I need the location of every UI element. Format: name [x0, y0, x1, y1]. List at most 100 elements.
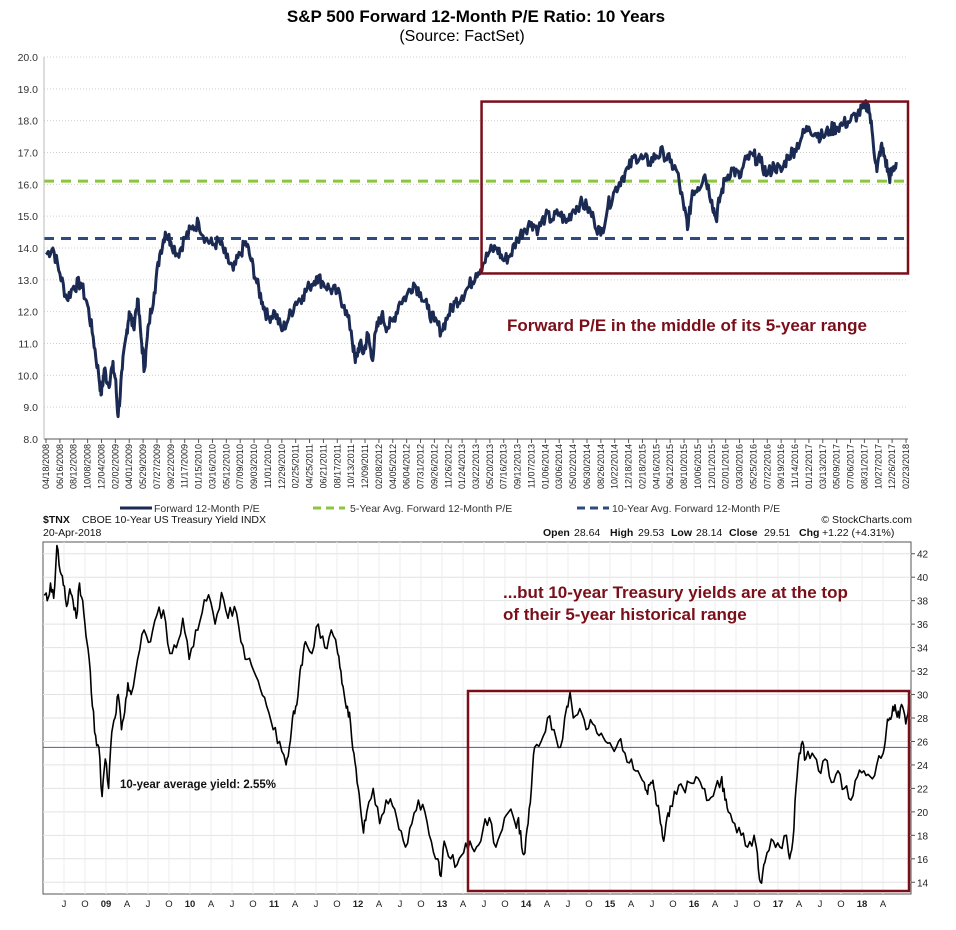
pe-x-tick-label: 04/16/2015 [651, 444, 661, 489]
pe-x-tick-label: 03/13/2017 [818, 444, 828, 489]
pe-legend: Forward 12-Month P/E 5-Year Avg. Forward… [120, 503, 780, 515]
legend-label-avg5: 5-Year Avg. Forward 12-Month P/E [350, 503, 512, 515]
ohlc-open-value: 28.64 [574, 527, 600, 539]
pe-y-tick-label: 13.0 [18, 275, 39, 287]
pe-x-tick-label: 08/12/2008 [69, 444, 79, 489]
pe-x-tick-label: 03/06/2014 [554, 444, 564, 489]
tnx-x-tick-label: A [880, 899, 887, 910]
tnx-y-tick-label: 14 [917, 878, 929, 889]
pe-x-tick-label: 12/01/2015 [707, 444, 717, 489]
pe-y-tick-label: 16.0 [18, 179, 39, 191]
pe-x-tick-label: 07/27/2009 [152, 444, 162, 489]
pe-x-tick-label: 06/12/2015 [665, 444, 675, 489]
pe-x-tick-label: 01/15/2010 [194, 444, 204, 489]
tnx-x-tick-label: A [628, 899, 635, 910]
tnx-x-tick-label: J [398, 899, 403, 910]
pe-x-tick-label: 11/17/2009 [180, 444, 190, 488]
pe-x-tick-label: 02/02/2009 [110, 444, 120, 489]
pe-x-tick-label: 09/22/2009 [166, 444, 176, 489]
tnx-series-line [43, 544, 910, 884]
tnx-x-tick-label: A [124, 899, 131, 910]
pe-x-tick-label: 10/13/2011 [346, 444, 356, 488]
pe-x-tick-label: 12/18/2014 [624, 444, 634, 489]
pe-x-tick-label: 10/27/2017 [873, 444, 883, 489]
pe-x-tick-label: 05/25/2016 [748, 444, 758, 489]
pe-x-tick-label: 02/08/2012 [374, 444, 384, 489]
tnx-grid [43, 542, 911, 894]
ohlc-chg-value: +1.22 (+4.31%) [822, 527, 894, 539]
tnx-x-tick-label: A [460, 899, 467, 910]
tnx-x-tick-label: 17 [773, 899, 784, 910]
tnx-y-tick-label: 20 [917, 808, 929, 819]
tnx-x-tick-label: O [81, 899, 88, 910]
tnx-y-tick-label: 36 [917, 620, 929, 631]
tnx-x-tick-label: O [249, 899, 256, 910]
pe-y-tick-label: 10.0 [18, 370, 39, 382]
tnx-x-tick-label: J [314, 899, 319, 910]
tnx-x-tick-label: J [566, 899, 571, 910]
tnx-annotation-line2: of their 5-year historical range [503, 605, 747, 624]
tnx-avg-label: 10-year average yield: 2.55% [120, 779, 276, 791]
tnx-x-tick-label: J [482, 899, 487, 910]
tnx-y-tick-label: 40 [917, 573, 929, 584]
pe-x-tick-label: 08/17/2011 [332, 444, 342, 488]
tnx-x-tick-label: 10 [185, 899, 196, 910]
tnx-x-tick-label: J [230, 899, 235, 910]
pe-grid [44, 56, 908, 440]
pe-y-tick-label: 20.0 [18, 52, 39, 64]
tnx-x-tick-label: A [208, 899, 215, 910]
legend-label-pe: Forward 12-Month P/E [154, 503, 260, 515]
tnx-x-tick-label: J [734, 899, 739, 910]
pe-x-tick-label: 02/01/2016 [721, 444, 731, 489]
tnx-y-tick-label: 32 [917, 667, 929, 678]
tnx-y-tick-label: 26 [917, 737, 929, 748]
tnx-x-tick-label: 18 [857, 899, 868, 910]
pe-x-tick-label: 05/29/2009 [138, 444, 148, 489]
pe-x-tick-label: 10/08/2008 [83, 444, 93, 489]
pe-x-tick-label: 05/20/2013 [485, 444, 495, 489]
pe-y-tick-label: 9.0 [23, 402, 38, 414]
tnx-x-tick-label: O [165, 899, 172, 910]
pe-y-tick-label: 8.0 [23, 434, 38, 446]
pe-x-tick-label: 12/29/2010 [277, 444, 287, 489]
pe-x-tick-label: 04/18/2008 [41, 444, 51, 489]
pe-x-tick-label: 11/14/2016 [790, 444, 800, 488]
pe-y-tick-label: 17.0 [18, 148, 39, 160]
pe-series-line [45, 99, 898, 419]
tnx-y-tick-label: 24 [917, 761, 929, 772]
tnx-x-tick-label: O [501, 899, 508, 910]
tnx-x-tick-label: 09 [101, 899, 112, 910]
tnx-x-tick-label: A [712, 899, 719, 910]
tnx-x-tick-label: O [585, 899, 592, 910]
tnx-x-tick-label: 16 [689, 899, 700, 910]
pe-x-tick-label: 11/26/2012 [443, 444, 453, 488]
ohlc-low-label: Low [671, 527, 693, 539]
pe-chart-subtitle: (Source: FactSet) [399, 28, 524, 45]
tnx-x-tick-label: 11 [269, 899, 280, 910]
tnx-watermark: © StockCharts.com [821, 514, 912, 526]
ohlc-chg-label: Chg [799, 527, 819, 539]
tnx-x-tick-label: A [544, 899, 551, 910]
pe-highlight-box [480, 100, 910, 275]
pe-x-tick-label: 04/25/2011 [305, 444, 315, 488]
tnx-highlight-box [466, 689, 911, 893]
ohlc-high-value: 29.53 [638, 527, 664, 539]
pe-y-tick-label: 15.0 [18, 211, 39, 223]
tnx-title: CBOE 10-Year US Treasury Yield INDX [82, 514, 266, 526]
tnx-x-tick-label: A [292, 899, 299, 910]
pe-x-tick-label: 06/30/2014 [582, 444, 592, 489]
pe-x-tick-label: 05/12/2010 [221, 444, 231, 489]
tnx-x-tick-label: 12 [353, 899, 364, 910]
tnx-x-tick-label: J [818, 899, 823, 910]
pe-x-tick-label: 06/16/2008 [55, 444, 65, 489]
pe-chart: S&P 500 Forward 12-Month P/E Ratio: 10 Y… [18, 7, 911, 515]
tnx-symbol: $TNX [43, 514, 70, 526]
pe-x-tick-label: 08/26/2014 [596, 444, 606, 489]
pe-x-tick-label: 03/30/2016 [735, 444, 745, 489]
tnx-x-tick-label: O [417, 899, 424, 910]
pe-x-tick-label: 12/04/2008 [96, 444, 106, 489]
pe-x-tick-label: 04/05/2012 [388, 444, 398, 489]
tnx-ohlc: Open 28.64 High 29.53 Low 28.14 Close 29… [543, 527, 894, 539]
tnx-x-tick-label: J [146, 899, 151, 910]
